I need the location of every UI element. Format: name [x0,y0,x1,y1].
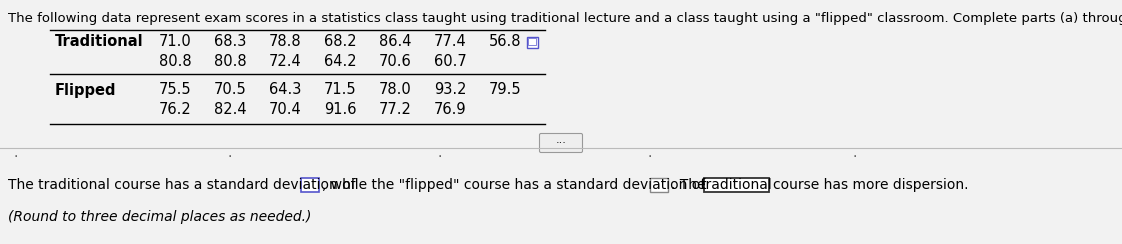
Text: ···: ··· [555,138,567,148]
Text: 71.0: 71.0 [158,34,192,50]
Text: 68.3: 68.3 [214,34,246,50]
Text: ·: · [853,150,857,164]
Text: 72.4: 72.4 [268,54,302,70]
Text: 93.2: 93.2 [434,82,467,98]
Bar [650,178,668,192]
Text: 64.3: 64.3 [269,82,301,98]
Text: Flipped: Flipped [55,82,117,98]
Bar [301,178,319,192]
Text: ·: · [647,150,652,164]
Text: 71.5: 71.5 [323,82,357,98]
Text: 79.5: 79.5 [489,82,522,98]
Text: 70.6: 70.6 [378,54,412,70]
Text: 91.6: 91.6 [324,102,357,118]
Text: Traditional: Traditional [55,34,144,50]
Text: traditional: traditional [700,178,772,192]
Text: (Round to three decimal places as needed.): (Round to three decimal places as needed… [8,210,312,224]
Text: 76.9: 76.9 [434,102,467,118]
Text: , while the "flipped" course has a standard deviation of: , while the "flipped" course has a stand… [322,178,706,192]
Text: 70.4: 70.4 [268,102,302,118]
Text: 56.8: 56.8 [489,34,522,50]
Text: 77.4: 77.4 [433,34,467,50]
Text: 78.8: 78.8 [268,34,302,50]
Text: course has more dispersion.: course has more dispersion. [773,178,968,192]
Bar [528,38,536,45]
Text: 86.4: 86.4 [379,34,412,50]
Text: 64.2: 64.2 [323,54,357,70]
Text: 80.8: 80.8 [213,54,247,70]
Text: 70.5: 70.5 [213,82,247,98]
Text: 75.5: 75.5 [158,82,192,98]
Bar [703,178,769,192]
Text: . The: . The [671,178,706,192]
Text: 77.2: 77.2 [378,102,412,118]
Text: ·: · [228,150,232,164]
Text: 78.0: 78.0 [378,82,412,98]
Text: 60.7: 60.7 [433,54,467,70]
Text: 82.4: 82.4 [213,102,247,118]
Text: ·: · [13,150,18,164]
FancyBboxPatch shape [540,133,582,152]
Text: 76.2: 76.2 [158,102,192,118]
Text: The following data represent exam scores in a statistics class taught using trad: The following data represent exam scores… [8,12,1122,25]
Text: The traditional course has a standard deviation of: The traditional course has a standard de… [8,178,356,192]
Text: 68.2: 68.2 [323,34,357,50]
Text: ·: · [438,150,442,164]
Text: 80.8: 80.8 [158,54,192,70]
Bar [527,37,539,48]
